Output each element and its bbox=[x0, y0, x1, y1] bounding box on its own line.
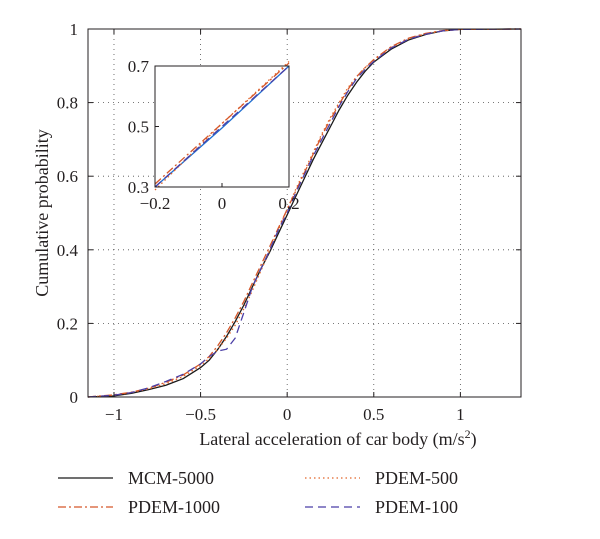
x-axis-label-close: ) bbox=[471, 429, 477, 450]
x-axis-label: Lateral acceleration of car body (m/s2) bbox=[199, 427, 476, 450]
x-tick-label: 0 bbox=[283, 405, 292, 424]
x-tick-label: −1 bbox=[105, 405, 123, 424]
main-ticks: −1 −0.5 0 0.5 1 0 0.2 0.4 0.6 0.8 1 bbox=[57, 20, 521, 424]
inset-plot: −0.2 0 0.2 0.3 0.5 0.7 bbox=[128, 57, 300, 213]
x-tick-label: 0.5 bbox=[363, 405, 384, 424]
legend-label-pdem-100: PDEM-100 bbox=[375, 497, 458, 517]
series-line-pdem-500 bbox=[87, 28, 522, 398]
series-line-mcm-5000 bbox=[87, 28, 522, 398]
inset-y-tick-label: 0.3 bbox=[128, 178, 149, 197]
inset-series-line-pdem-1000 bbox=[154, 62, 290, 185]
y-axis-label: Cumulative probability bbox=[32, 129, 52, 296]
inset-x-tick-label: 0.2 bbox=[278, 194, 299, 213]
inset-y-tick-label: 0.5 bbox=[128, 118, 149, 137]
inset-series-line-pdem-100 bbox=[154, 65, 290, 188]
inset-ticks: −0.2 0 0.2 0.3 0.5 0.7 bbox=[128, 57, 300, 213]
plot-frame bbox=[87, 28, 522, 398]
inset-series bbox=[154, 61, 290, 191]
x-tick-label: 1 bbox=[456, 405, 465, 424]
x-tick-label: −0.5 bbox=[185, 405, 216, 424]
y-tick-label: 0.6 bbox=[57, 167, 78, 186]
y-tick-label: 0 bbox=[70, 388, 79, 407]
legend-label-pdem-500: PDEM-500 bbox=[375, 468, 458, 488]
x-axis-label-main: Lateral acceleration of car body (m/s bbox=[199, 429, 464, 450]
main-grid bbox=[88, 28, 521, 398]
y-tick-label: 0.2 bbox=[57, 314, 78, 333]
series-line-pdem-100 bbox=[87, 28, 522, 398]
y-tick-label: 0.8 bbox=[57, 94, 78, 113]
legend: MCM-5000 PDEM-1000 PDEM-500 PDEM-100 bbox=[58, 468, 458, 517]
inset-x-tick-label: 0 bbox=[218, 194, 227, 213]
series-line-pdem-1000 bbox=[87, 28, 522, 398]
x-axis-label-superscript: 2 bbox=[465, 427, 471, 441]
main-series bbox=[87, 28, 522, 398]
inset-y-tick-label: 0.7 bbox=[128, 57, 150, 76]
legend-label-pdem-1000: PDEM-1000 bbox=[128, 497, 220, 517]
y-tick-label: 0.4 bbox=[57, 241, 79, 260]
legend-label-mcm-5000: MCM-5000 bbox=[128, 468, 214, 488]
inset-x-tick-label: −0.2 bbox=[140, 194, 171, 213]
y-tick-label: 1 bbox=[70, 20, 79, 39]
